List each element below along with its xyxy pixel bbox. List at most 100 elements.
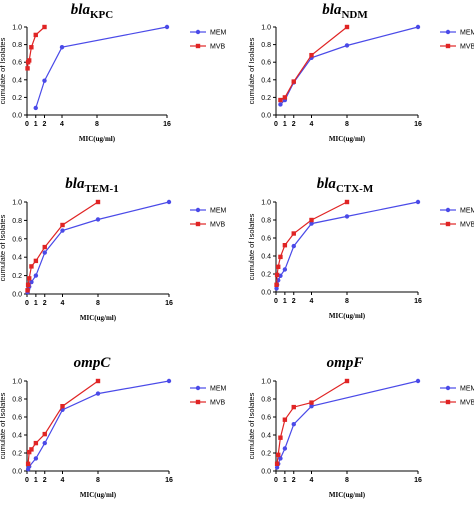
legend-marker-mvb xyxy=(195,399,201,405)
chart-title: blaTEM-1 xyxy=(65,176,118,195)
data-point-mvb xyxy=(27,276,32,281)
data-point-mvb xyxy=(291,231,296,236)
series-line-mvb xyxy=(276,380,348,464)
x-tick-label: 16 xyxy=(414,298,422,305)
data-point-mvb xyxy=(344,378,350,384)
y-tick-label: 0.2 xyxy=(12,95,22,102)
data-point-mvb xyxy=(344,199,350,205)
legend-label-mem: MEM xyxy=(210,30,227,37)
x-tick-label: 4 xyxy=(310,298,314,305)
data-point-mvb xyxy=(29,264,34,269)
y-tick-label: 0.2 xyxy=(261,451,271,458)
x-tick-label: 16 xyxy=(414,121,422,128)
series-line-mvb xyxy=(27,201,99,291)
x-axis-label: MIC(ug/ml) xyxy=(329,491,366,499)
data-point-mvb xyxy=(60,222,65,228)
data-point-mem xyxy=(309,221,314,226)
y-tick-label: 1.0 xyxy=(261,25,271,32)
data-point-mvb xyxy=(278,97,283,103)
x-tick-label: 0 xyxy=(274,298,278,305)
series-line-mem xyxy=(276,380,419,468)
x-tick-label: 0 xyxy=(25,121,29,128)
x-tick-label: 8 xyxy=(345,477,349,484)
y-tick-label: 0.4 xyxy=(261,433,271,440)
data-point-mem xyxy=(415,24,421,30)
data-point-mem xyxy=(33,456,39,461)
data-point-mvb xyxy=(309,217,314,223)
y-tick-label: 0.2 xyxy=(261,95,271,102)
x-tick-label: 0 xyxy=(25,477,29,484)
chart-title: blaNDM xyxy=(322,2,368,21)
data-point-mem xyxy=(282,267,288,272)
x-tick-label: 2 xyxy=(292,477,296,484)
legend-marker-mvb xyxy=(195,43,201,49)
data-point-mvb xyxy=(95,199,101,205)
data-point-mem xyxy=(344,43,350,48)
x-tick-label: 8 xyxy=(95,121,99,128)
data-point-mem xyxy=(291,243,296,249)
legend-marker-mem xyxy=(445,207,451,213)
chart-title: ompF xyxy=(327,355,364,371)
data-point-mem xyxy=(33,273,39,278)
y-tick-label: 1.0 xyxy=(12,25,22,32)
data-point-mem xyxy=(42,250,47,255)
x-tick-label: 1 xyxy=(283,298,287,305)
y-tick-label: 0.8 xyxy=(261,397,271,404)
y-tick-label: 0.6 xyxy=(261,236,271,243)
data-point-mvb xyxy=(29,45,34,50)
x-axis-label: MIC(ug/ml) xyxy=(80,491,117,499)
x-tick-label: 16 xyxy=(165,477,173,484)
legend-marker-mem xyxy=(445,29,451,35)
chart-title: blaKPC xyxy=(71,2,113,21)
legend-marker-mvb xyxy=(445,221,451,227)
data-point-mvb xyxy=(29,447,34,452)
series-line-mvb xyxy=(276,201,348,285)
data-point-mem xyxy=(415,199,421,205)
y-tick-label: 0.6 xyxy=(261,60,271,67)
data-point-mvb xyxy=(33,440,39,446)
x-tick-label: 1 xyxy=(283,121,287,128)
y-axis-label: cumulate of Isolates xyxy=(0,392,7,459)
x-tick-label: 0 xyxy=(274,477,278,484)
data-point-mem xyxy=(282,446,288,451)
data-point-mem xyxy=(274,465,280,470)
y-tick-label: 0.8 xyxy=(12,218,22,225)
x-tick-label: 4 xyxy=(61,300,65,307)
y-tick-label: 0.6 xyxy=(261,415,271,422)
y-axis-label: cumulate of Isolates xyxy=(247,213,256,280)
legend-marker-mvb xyxy=(445,399,451,405)
data-point-mvb xyxy=(42,431,47,437)
data-point-mvb xyxy=(282,95,288,100)
x-tick-label: 4 xyxy=(310,477,314,484)
x-tick-label: 4 xyxy=(61,477,65,484)
legend-label-mvb: MVB xyxy=(460,400,474,407)
x-tick-label: 0 xyxy=(274,121,278,128)
data-point-mvb xyxy=(309,52,314,58)
y-tick-label: 0.4 xyxy=(12,255,22,262)
x-tick-label: 16 xyxy=(163,121,171,128)
legend-label-mem: MEM xyxy=(210,208,227,215)
data-point-mvb xyxy=(25,461,31,466)
data-point-mvb xyxy=(27,449,32,455)
y-tick-label: 0.0 xyxy=(12,469,22,476)
data-point-mvb xyxy=(291,79,296,84)
chart-title: ompC xyxy=(74,355,112,371)
data-point-mem xyxy=(29,279,34,285)
chart-panel-4: blaCTX-M 0.0 0.2 0.4 0.6 0.8 1.0 0 1 2 4 8 16 cumulat… xyxy=(247,176,474,320)
x-tick-label: 8 xyxy=(96,477,100,484)
x-axis-label: MIC(ug/ml) xyxy=(329,312,366,320)
legend-marker-mvb xyxy=(445,43,451,49)
data-point-mvb xyxy=(25,288,30,293)
data-point-mvb xyxy=(25,282,31,287)
y-tick-label: 0.6 xyxy=(12,60,22,67)
chart-title-subscript: KPC xyxy=(90,9,113,21)
x-tick-label: 1 xyxy=(34,300,38,307)
y-tick-label: 0.0 xyxy=(261,113,271,120)
y-tick-label: 0.2 xyxy=(261,272,271,279)
data-point-mem xyxy=(291,422,296,427)
x-tick-label: 2 xyxy=(43,477,47,484)
x-tick-label: 2 xyxy=(292,298,296,305)
data-point-mvb xyxy=(282,243,288,248)
data-point-mvb xyxy=(278,435,283,440)
legend-marker-mem xyxy=(195,29,201,35)
